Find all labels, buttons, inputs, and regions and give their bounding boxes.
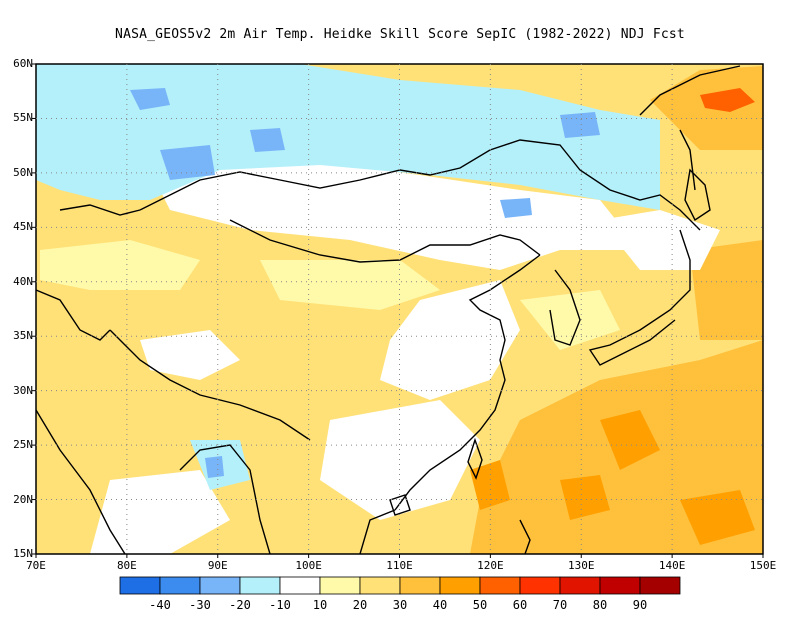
field-cooler-2 (160, 145, 215, 180)
field-warm-ocean-2 (690, 240, 763, 340)
colorbar-swatch (199, 576, 241, 595)
colorbar-label: 30 (392, 598, 408, 612)
colorbar-swatch (159, 576, 201, 595)
lon-label-100E: 100E (295, 559, 322, 572)
colorbar (119, 576, 681, 595)
coast-hokkaido (684, 168, 711, 222)
lat-label-30N: 30N (13, 383, 33, 397)
coastlines (36, 65, 741, 554)
field-light-yellow-1 (40, 240, 200, 290)
lat-label-40N: 40N (13, 274, 33, 288)
colorbar-label: 70 (552, 598, 568, 612)
field-light-yellow-2 (260, 260, 440, 310)
border-china-north (139, 139, 701, 231)
border-kazakh (59, 204, 141, 216)
coast-korea (549, 269, 581, 346)
border-mongolia-south (229, 219, 541, 263)
field-cooler-1 (130, 88, 170, 110)
field-cooler-4 (500, 198, 532, 218)
colorbar-swatch (239, 576, 281, 595)
lat-label-35N: 35N (13, 329, 33, 343)
field-hot-spot-1 (700, 88, 755, 112)
colorbar-swatch (279, 576, 321, 595)
coast-india (36, 409, 126, 554)
colorbar-label: 10 (312, 598, 328, 612)
coast-kamchatka (639, 65, 741, 116)
lon-label-110E: 110E (386, 559, 413, 572)
lon-label-150E: 150E (749, 559, 777, 572)
field-neutral-south (320, 400, 480, 520)
field-neutral-central (380, 280, 520, 400)
colorbar-swatch (359, 576, 401, 595)
field-hot-spot-2 (470, 460, 510, 510)
field-cooler-3 (560, 112, 600, 138)
field-hot-spot-5 (560, 475, 610, 520)
colorbar-label: 80 (592, 598, 608, 612)
lon-label-130E: 130E (568, 559, 595, 572)
field-hot-spot-4 (680, 490, 755, 545)
lon-label-140E: 140E (658, 559, 686, 572)
colorbar-swatch (119, 576, 161, 595)
colorbar-swatch (399, 576, 441, 595)
coast-indochina (359, 509, 396, 554)
coast-sakhalin (679, 129, 696, 191)
colorbar-swatch (639, 576, 681, 595)
field-neutral-tibet (140, 330, 240, 380)
colorbar-label: -40 (149, 598, 171, 612)
lon-label-80E: 80E (116, 559, 137, 572)
field-hot-spot-3 (600, 410, 660, 470)
map-title: NASA_GEOS5v2 2m Air Temp. Heidke Skill S… (115, 27, 685, 42)
lon-label-70E: 70E (26, 559, 46, 572)
field-cooler-5 (250, 128, 285, 152)
colorbar-label: 90 (632, 598, 648, 612)
colorbar-swatch (519, 576, 561, 595)
colorbar-swatch (479, 576, 521, 595)
lon-label-90E: 90E (207, 559, 228, 572)
lat-label-25N: 25N (13, 438, 33, 452)
field-cooler-6 (205, 456, 224, 478)
colorbar-label: -20 (229, 598, 251, 612)
colorbar-label: 60 (512, 598, 528, 612)
lat-label-55N: 55N (13, 111, 33, 125)
lat-label-60N: 60N (13, 57, 33, 70)
lat-label-20N: 20N (13, 492, 33, 506)
lat-label-15N: 15N (13, 547, 33, 560)
colorbar-swatch (559, 576, 601, 595)
field-neutral-ne (600, 210, 720, 270)
colorbar-label: -30 (189, 598, 211, 612)
lon-label-120E: 120E (477, 559, 504, 572)
coast-japan (588, 229, 691, 366)
colorbar-label: 20 (352, 598, 368, 612)
colorbar-label: 40 (432, 598, 448, 612)
gridlines (36, 64, 763, 554)
field-light-yellow-3 (520, 290, 620, 350)
colorbar-swatch (319, 576, 361, 595)
lat-label-45N: 45N (13, 220, 33, 234)
border-central-asia (36, 289, 111, 341)
coast-taiwan (467, 437, 483, 480)
colorbar-swatch (599, 576, 641, 595)
border-himalaya (109, 329, 311, 441)
colorbar-swatch (439, 576, 481, 595)
coast-philippines (519, 519, 531, 554)
axis-ticks (32, 63, 764, 558)
coast-east-china (394, 254, 541, 511)
lat-label-50N: 50N (13, 165, 33, 179)
field-neutral-west (90, 470, 230, 554)
coast-bay-bengal (179, 444, 271, 554)
field-neutral-north (150, 160, 640, 270)
colorbar-label: 50 (472, 598, 488, 612)
colorbar-label: -10 (269, 598, 291, 612)
